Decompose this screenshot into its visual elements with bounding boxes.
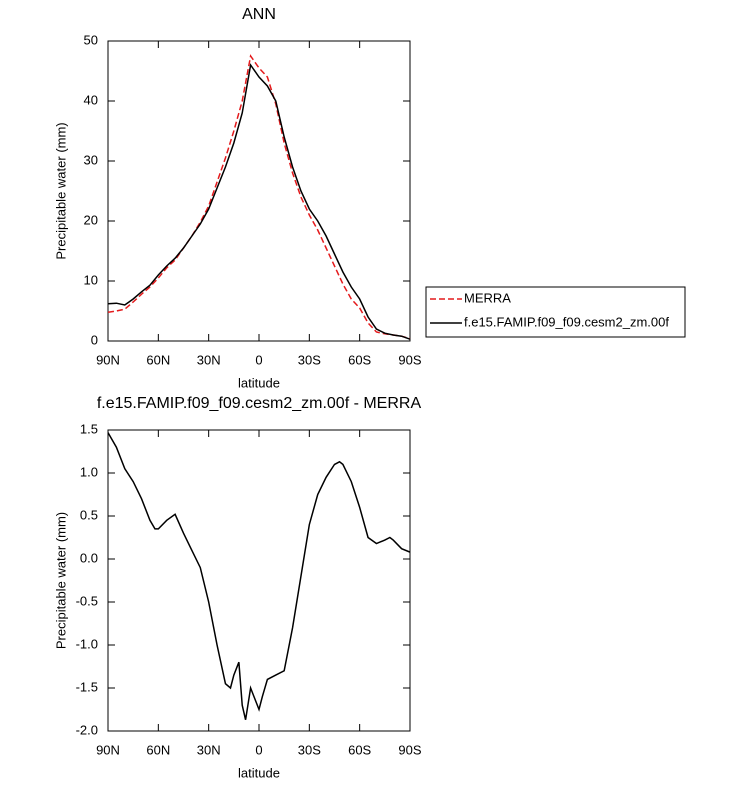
x-tick-label: 30S [298,742,321,757]
x-axis-label: latitude [238,375,280,390]
y-tick-label: 1.0 [80,464,98,479]
y-tick-label: 0 [91,332,98,347]
x-tick-label: 90N [96,352,120,367]
y-axis-label: Precipitable water (mm) [53,512,68,649]
y-tick-label: 50 [84,32,98,47]
x-tick-label: 90S [398,352,421,367]
x-tick-label: 90S [398,742,421,757]
y-tick-label: 0.5 [80,507,98,522]
y-tick-label: 1.5 [80,421,98,436]
chart-title: f.e15.FAMIP.f09_f09.cesm2_zm.00f - MERRA [97,395,422,412]
plot-frame [107,40,411,342]
y-tick-label: -2.0 [76,722,98,737]
data-line [107,54,411,340]
x-tick-label: 60S [348,742,371,757]
y-tick-label: 0.0 [80,550,98,565]
x-tick-label: 0 [255,352,262,367]
y-tick-label: 20 [84,212,98,227]
y-axis-label: Precipitable water (mm) [53,122,68,259]
y-tick-label: -1.5 [76,679,98,694]
x-axis-label: latitude [238,765,280,780]
legend-box [425,286,686,338]
legend-label: f.e15.FAMIP.f09_f09.cesm2_zm.00f [464,314,669,329]
data-line [107,63,411,340]
y-tick-label: 10 [84,272,98,287]
y-tick-label: -0.5 [76,593,98,608]
y-tick-label: 40 [84,92,98,107]
x-tick-label: 0 [255,742,262,757]
x-tick-label: 60N [146,742,170,757]
data-line [107,432,411,720]
x-tick-label: 30S [298,352,321,367]
y-tick-label: -1.0 [76,636,98,651]
x-tick-label: 60N [146,352,170,367]
x-tick-label: 30N [197,742,221,757]
plot-frame [107,429,411,732]
chart-title: ANN [242,6,276,23]
x-tick-label: 90N [96,742,120,757]
x-tick-label: 30N [197,352,221,367]
x-tick-label: 60S [348,352,371,367]
y-tick-label: 30 [84,152,98,167]
legend-label: MERRA [464,290,511,305]
